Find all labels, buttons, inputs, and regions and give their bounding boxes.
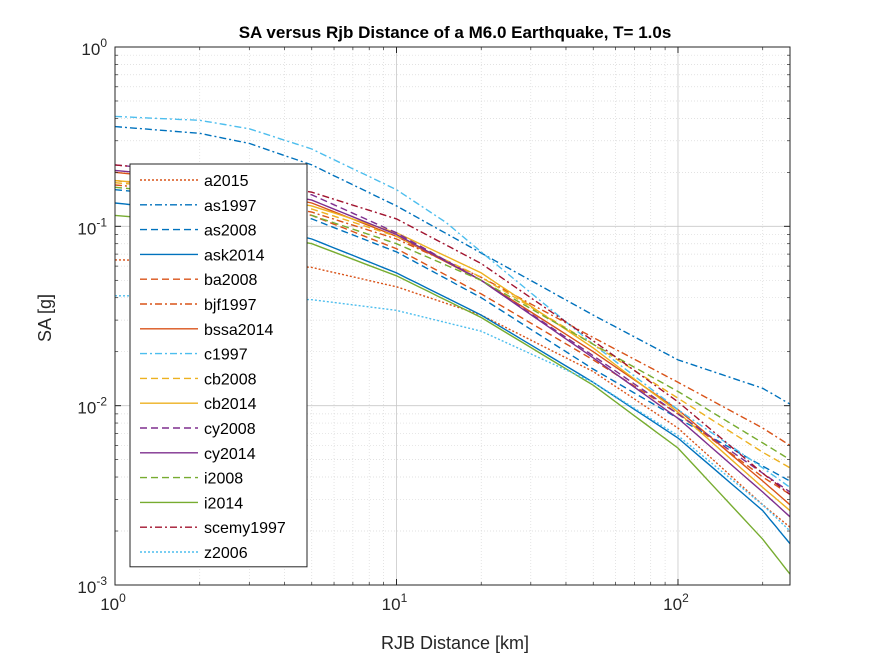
y-tick-label: 100: [81, 36, 107, 59]
legend-label-z2006: z2006: [204, 545, 248, 562]
legend-label-bjf1997: bjf1997: [204, 297, 257, 314]
y-axis-label: SA [g]: [35, 294, 55, 342]
legend: a2015 as1997 as2008 ask2014 ba2008 bjf1997 bss…: [129, 163, 308, 568]
x-tick-label: 101: [382, 591, 408, 614]
series-line-c1997: [114, 115, 791, 488]
legend-label-cb2014: cb2014: [204, 396, 257, 413]
chart-title: SA versus Rjb Distance of a M6.0 Earthqu…: [239, 23, 672, 42]
series-line-z2006: [115, 295, 791, 532]
x-tick-label: 102: [663, 591, 689, 614]
legend-label-ask2014: ask2014: [204, 247, 265, 264]
legend-label-cb2008: cb2008: [204, 371, 257, 388]
legend-label-bssa2014: bssa2014: [204, 322, 273, 339]
legend-label-a2015: a2015: [204, 173, 249, 190]
y-tick-label: 10-3: [77, 574, 107, 597]
axes-frame: [114, 46, 791, 586]
y-tick-label: 10-2: [77, 395, 107, 418]
axes-box: [114, 46, 791, 586]
legend-label-cy2008: cy2008: [204, 421, 256, 438]
x-tick-label: 100: [100, 591, 126, 614]
series-line-as1997: [114, 125, 791, 405]
y-tick-label: 10-1: [77, 215, 107, 238]
legend-label-i2014: i2014: [204, 495, 243, 512]
legend-label-cy2014: cy2014: [204, 446, 256, 463]
tick-labels: 100 101 102 10-3 10-2 10-1 100: [77, 36, 689, 614]
x-axis-label: RJB Distance [km]: [381, 633, 529, 653]
legend-label-i2008: i2008: [204, 471, 243, 488]
legend-label-c1997: c1997: [204, 347, 248, 364]
legend-label-as2008: as2008: [204, 223, 257, 240]
legend-label-scemy1997: scemy1997: [204, 520, 286, 537]
legend-label-as1997: as1997: [204, 198, 257, 215]
legend-box: [129, 163, 308, 568]
legend-label-ba2008: ba2008: [204, 272, 257, 289]
